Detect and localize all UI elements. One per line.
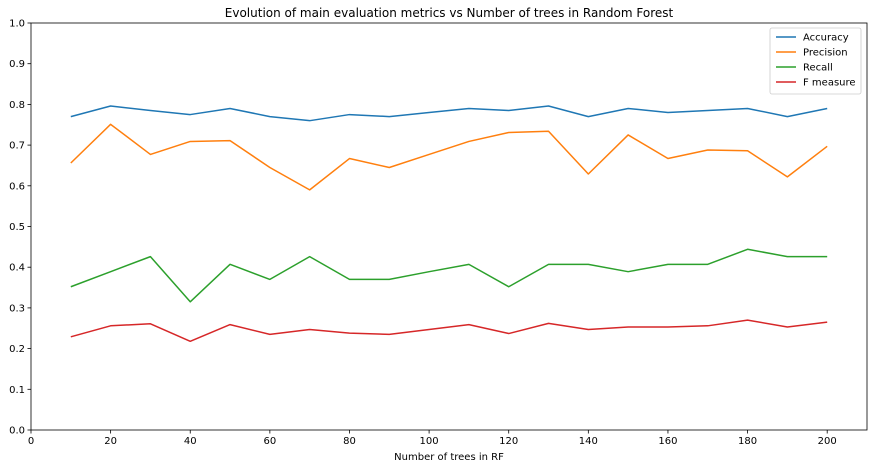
x-tick-label: 40 [184, 436, 197, 447]
series-group [70, 105, 828, 343]
y-axis: 0.0 0.1 0.2 0.3 0.4 0.5 0.6 0.7 0.8 0.9 1.0 [9, 19, 31, 437]
legend-label-f-measure: F measure [803, 78, 856, 89]
legend-box [769, 27, 862, 95]
legend-label-accuracy: Accuracy [803, 33, 849, 44]
series-line-precision [70, 123, 828, 191]
series-line-accuracy [70, 105, 828, 122]
x-tick-label: 200 [818, 436, 837, 447]
y-tick-label: 1.0 [9, 19, 25, 30]
x-tick-label: 60 [263, 436, 276, 447]
x-tick-label: 160 [658, 436, 677, 447]
x-tick-label: 20 [104, 436, 117, 447]
series-line-recall [70, 248, 828, 303]
plot-frame [30, 22, 868, 431]
y-tick-label: 0.1 [9, 385, 25, 396]
x-tick-label: 80 [343, 436, 356, 447]
x-tick-label: 0 [28, 436, 34, 447]
y-tick-label: 0.4 [9, 263, 25, 274]
legend-label-recall: Recall [803, 63, 833, 74]
y-tick-label: 0.5 [9, 222, 25, 233]
chart-title: Evolution of main evaluation metrics vs … [225, 6, 674, 20]
legend: Accuracy Precision Recall F measure [769, 27, 862, 95]
x-tick-label: 140 [579, 436, 598, 447]
x-axis-label: Number of trees in RF [394, 452, 504, 463]
y-tick-label: 0.8 [9, 100, 25, 111]
legend-label-precision: Precision [803, 48, 848, 59]
y-tick-label: 0.9 [9, 59, 25, 70]
y-tick-label: 0.3 [9, 303, 25, 314]
y-tick-label: 0.7 [9, 141, 25, 152]
y-tick-label: 0.2 [9, 344, 25, 355]
x-axis: 0 20 40 60 80 100 120 140 160 180 200 [28, 430, 837, 447]
y-tick-label: 0.6 [9, 181, 25, 192]
x-tick-label: 180 [738, 436, 757, 447]
x-tick-label: 120 [499, 436, 518, 447]
plot-area [30, 22, 868, 431]
y-tick-label: 0.0 [9, 426, 25, 437]
x-tick-label: 100 [420, 436, 439, 447]
series-line-f-measure [70, 319, 828, 343]
